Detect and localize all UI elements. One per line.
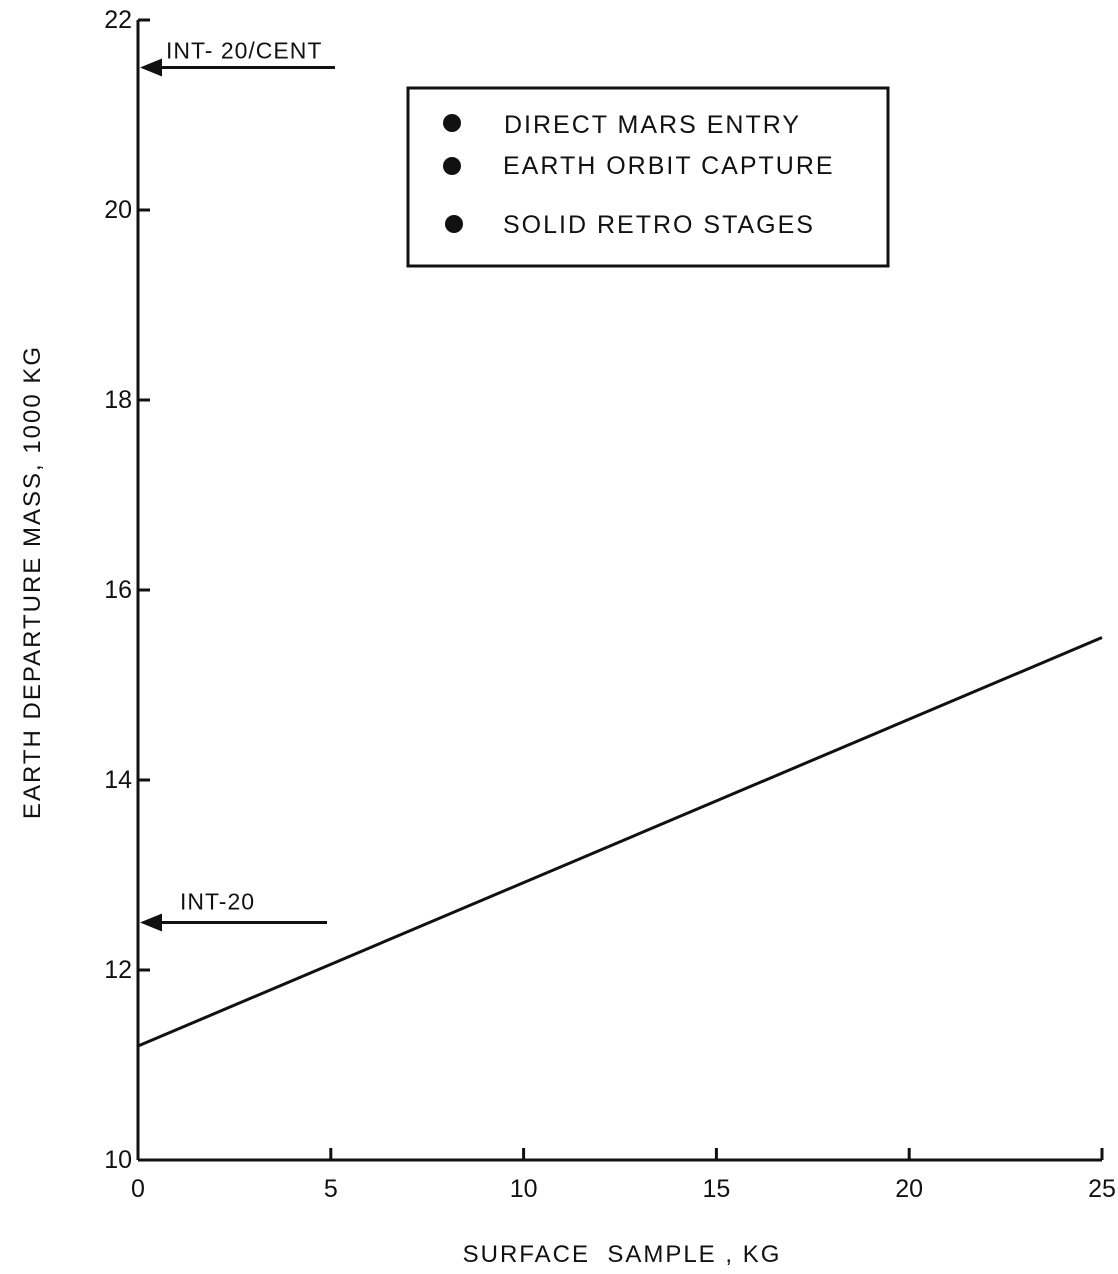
y-tick-label-18: 18 <box>104 386 132 414</box>
x-tick-label-20: 20 <box>895 1175 923 1203</box>
x-tick-label-0: 0 <box>131 1175 145 1203</box>
y-tick-label-20: 20 <box>104 196 132 224</box>
y-axis-title: EARTH DEPARTURE MASS, 1000 KG <box>19 345 46 819</box>
x-tick-label-25: 25 <box>1088 1175 1116 1203</box>
y-tick-label-14: 14 <box>104 766 132 794</box>
arrowhead-icon <box>140 913 162 932</box>
legend-marker-solid-retro-stages <box>445 215 463 233</box>
y-tick-label-10: 10 <box>104 1146 132 1174</box>
y-ticks: 10 12 14 16 18 20 22 <box>104 6 150 1174</box>
annotation-label-int-20: INT-20 <box>180 889 255 915</box>
x-tick-label-5: 5 <box>324 1175 338 1203</box>
legend-item-direct-mars-entry: DIRECT MARS ENTRY <box>504 111 801 139</box>
axes <box>136 20 1102 1162</box>
legend: DIRECT MARS ENTRY EARTH ORBIT CAPTURE SO… <box>406 86 890 268</box>
y-tick-label-12: 12 <box>104 956 132 984</box>
x-ticks: 0 5 10 15 20 25 <box>131 1148 1116 1203</box>
series-line-0 <box>137 636 1103 1048</box>
arrowhead-icon <box>140 58 162 77</box>
x-tick-label-15: 15 <box>702 1175 730 1203</box>
x-tick-label-10: 10 <box>510 1175 538 1203</box>
y-tick-label-22: 22 <box>104 6 132 34</box>
legend-marker-earth-orbit-capture <box>443 157 461 175</box>
legend-item-earth-orbit-capture: EARTH ORBIT CAPTURE <box>503 152 835 180</box>
annotations: INT- 20/CENT INT-20 <box>140 38 335 932</box>
series-layer <box>137 636 1103 1048</box>
y-tick-label-16: 16 <box>104 576 132 604</box>
x-axis-title: SURFACE SAMPLE , KG <box>463 1241 782 1268</box>
legend-box <box>406 86 890 268</box>
legend-item-solid-retro-stages: SOLID RETRO STAGES <box>503 211 815 239</box>
annotation-label-int-20-cent: INT- 20/CENT <box>166 38 322 64</box>
legend-marker-direct-mars-entry <box>443 114 461 132</box>
